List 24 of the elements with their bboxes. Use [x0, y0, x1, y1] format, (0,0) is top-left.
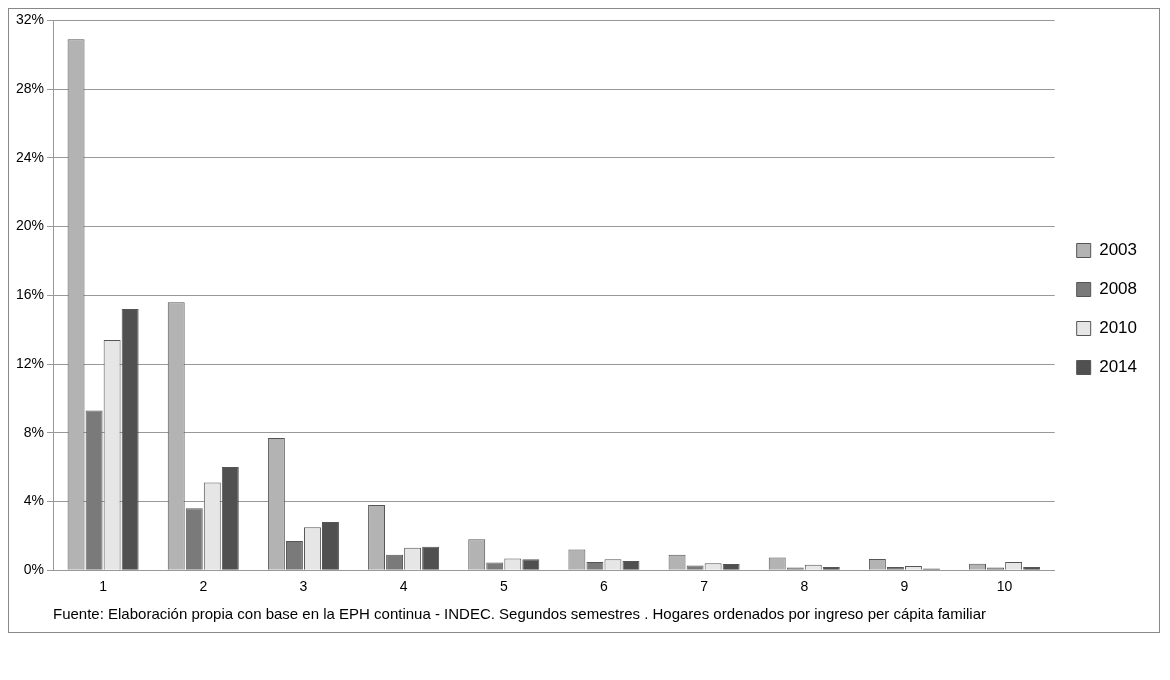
y-tick-label: 24% [15, 148, 45, 165]
x-tick-label: 5 [499, 578, 508, 595]
legend-label: 2008 [1099, 279, 1138, 299]
y-tick-label: 16% [15, 286, 45, 303]
source-note: Fuente: Elaboración propia con base en la EPH continua - INDEC. Segundos semestres . Hogares ordenados por ingreso per cápita familiar [52, 604, 987, 624]
y-tick-label: 12% [15, 354, 45, 371]
y-tick-label: 20% [15, 217, 45, 234]
x-tick-label: 8 [800, 578, 809, 595]
x-tick-label: 4 [399, 578, 408, 595]
x-tick-label: 7 [700, 578, 709, 595]
x-tick-label: 2 [199, 578, 208, 595]
legend-label: 2003 [1099, 240, 1138, 260]
y-tick-label: 28% [15, 79, 45, 96]
y-tick-label: 0% [23, 561, 45, 578]
y-tick-label: 8% [23, 423, 45, 440]
legend-label: 2010 [1099, 318, 1138, 338]
x-tick-label: 10 [996, 578, 1013, 595]
legend-label: 2014 [1099, 357, 1138, 377]
y-tick-label: 4% [23, 492, 45, 509]
x-tick-label: 6 [600, 578, 609, 595]
x-tick-label: 3 [299, 578, 308, 595]
x-tick-label: 1 [99, 578, 108, 595]
y-tick-label: 32% [15, 11, 45, 28]
x-tick-label: 9 [900, 578, 909, 595]
